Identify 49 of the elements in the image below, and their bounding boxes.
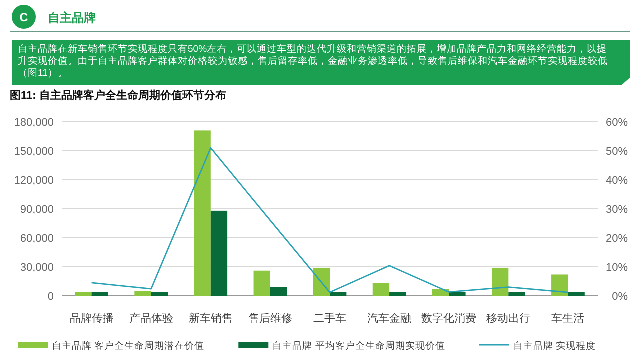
- x-tick-label: 二手车: [314, 312, 346, 325]
- x-tick-label: 移动出行: [486, 312, 531, 325]
- bar: [134, 291, 152, 296]
- x-tick-label: 售后维修: [248, 312, 292, 325]
- bar: [151, 292, 168, 296]
- y-tick-label: 60,000: [20, 233, 54, 245]
- bar: [210, 210, 228, 296]
- legend-label: 自主品牌 平均客户全生命周期实现价值: [272, 340, 446, 352]
- y-tick-label: 90,000: [20, 204, 54, 216]
- y2-tick-label: 10%: [606, 262, 628, 274]
- bar: [330, 292, 347, 296]
- bar: [194, 130, 211, 296]
- x-tick-label: 新车销售: [188, 312, 233, 325]
- y2-tick-label: 50%: [606, 146, 628, 158]
- bar: [432, 289, 450, 296]
- y-tick-label: 180,000: [14, 117, 54, 129]
- bar: [313, 268, 330, 296]
- x-tick-label: 数字化消费: [422, 312, 477, 325]
- bar: [270, 287, 288, 296]
- y-tick-label: 150,000: [14, 146, 54, 158]
- y2-tick-label: 40%: [606, 175, 628, 187]
- x-tick-label: 品牌传播: [70, 313, 114, 325]
- y2-tick-label: 30%: [606, 204, 628, 216]
- x-tick-label: 产品体验: [129, 312, 174, 325]
- bar: [508, 292, 526, 296]
- bar: [449, 292, 466, 296]
- line-series: [91, 147, 569, 294]
- chart-title: 图11: 自主品牌客户全生命周期价值环节分布: [10, 89, 226, 102]
- y2-tick-label: 20%: [606, 233, 628, 245]
- x-tick-label: 车生活: [552, 312, 585, 325]
- bar: [568, 292, 585, 296]
- bar: [552, 274, 568, 296]
- bar: [492, 268, 509, 296]
- y-tick-label: 120,000: [14, 175, 54, 187]
- bar: [92, 292, 108, 296]
- y2-tick-label: 60%: [606, 117, 628, 129]
- x-tick-label: 汽车金融: [368, 312, 412, 325]
- text: 自主品牌在新车销售环节实现程度只有50%左右，可以通过车型的迭代升级和营销渠道的拓展，增加品牌产品力和网络经营能力，以提升实现价值。由于自主品牌客户群体对价格较为敏感，售后留存率低，金融业务渗透率低，导致售后维保和汽车金融环节实现程度较低（图11）。: [18, 43, 608, 79]
- y2-tick-label: 0%: [612, 291, 628, 303]
- y-tick-label: 0: [48, 291, 54, 303]
- legend-label: 自主品牌 实现程度: [513, 340, 596, 352]
- text: 自主品牌: [48, 11, 96, 25]
- y-tick-label: 30,000: [20, 262, 54, 274]
- bar: [372, 283, 390, 296]
- bar: [75, 292, 92, 296]
- bar: [390, 292, 406, 296]
- bar: [254, 270, 270, 296]
- legend-label: 自主品牌 客户全生命周期潜在价值: [52, 340, 205, 352]
- text: C: [20, 10, 29, 24]
